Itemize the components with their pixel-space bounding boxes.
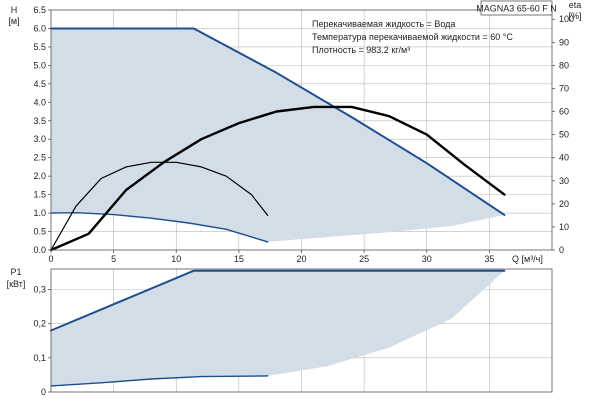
eta-tick-label: 10 [559,222,569,232]
y-tick-label: 5.0 [33,60,46,70]
top-series-group [49,27,506,252]
y-label-power-unit: [кВт] [7,279,26,289]
bottom-series-group [50,269,506,387]
y-tick-label: 4.0 [33,97,46,107]
x-tick-label: 0 [48,254,53,264]
y-tick-label: 2.0 [33,171,46,181]
note-fluid: Перекачиваемая жидкость = Вода [312,19,455,29]
y-tick-label: 2.5 [33,153,46,163]
head-curve-max [50,27,506,216]
y-label-power: P1 [10,267,21,277]
top-eta-ticks: 0 10 20 30 40 50 60 70 80 90 100 [552,14,574,255]
note-density: Плотность = 983.2 кг/м³ [312,45,410,55]
eta-tick-label: 100 [559,14,574,24]
note-temperature: Температура перекачиваемой жидкости = 60… [312,32,513,42]
eta-tick-label: 70 [559,83,569,93]
y2-label-eta: eta [569,0,582,10]
y2-label-eta-unit: [%] [568,11,581,21]
power-tick-label: 0 [41,387,46,397]
y-tick-label: 3.5 [33,116,46,126]
y-tick-label: 1.5 [33,190,46,200]
top-y-ticks: 0.0 0.5 1.0 1.5 2.0 2.5 3.0 3.5 4.0 4.5 5.0 5.5 6.0 6… [33,5,51,255]
y-label-head-unit: [м] [8,16,19,26]
power-curve-max [50,269,506,332]
x-tick-label: 10 [171,254,181,264]
power-tick-label: 0,1 [33,353,46,363]
y-tick-label: 3.0 [33,134,46,144]
x-tick-label: 5 [111,254,116,264]
x-tick-label: 25 [359,254,369,264]
eta-tick-label: 80 [559,60,569,70]
model-badge-text: MAGNA3 65-60 F N [476,4,557,14]
top-x-ticks: 0 5 10 15 20 25 30 35 [48,250,494,264]
eta-curve-max [49,105,506,252]
eta-tick-label: 20 [559,199,569,209]
eta-tick-label: 40 [559,153,569,163]
y-tick-label: 1.0 [33,208,46,218]
top-operating-area [51,28,505,242]
y-tick-label: 5.5 [33,42,46,52]
x-tick-label: 15 [234,254,244,264]
top-area-fill [51,28,505,242]
head-curve-min [50,212,269,243]
eta-curve-min [50,161,269,251]
eta-tick-label: 30 [559,176,569,186]
x-label-flow: Q [м³/ч] [512,254,543,264]
power-tick-label: 0,2 [33,319,46,329]
power-tick-label: 0,3 [33,285,46,295]
y-tick-label: 0.0 [33,245,46,255]
eta-tick-label: 90 [559,37,569,47]
y-tick-label: 4.5 [33,79,46,89]
y-tick-label: 6.5 [33,5,46,15]
y-tick-label: 0.5 [33,227,46,237]
x-tick-label: 20 [296,254,306,264]
y-tick-label: 6.0 [33,23,46,33]
bottom-y-ticks: 0 0,1 0,2 0,3 [33,285,51,397]
x-tick-label: 30 [422,254,432,264]
eta-tick-label: 60 [559,107,569,117]
bottom-area-fill [51,270,505,386]
model-badge [480,0,553,16]
bottom-plot-frame [50,268,553,393]
x-tick-label: 35 [484,254,494,264]
eta-tick-label: 0 [559,245,564,255]
power-curve-min [50,375,269,387]
bottom-operating-area [51,270,505,386]
eta-tick-label: 50 [559,130,569,140]
y-label-head: H [11,5,18,15]
